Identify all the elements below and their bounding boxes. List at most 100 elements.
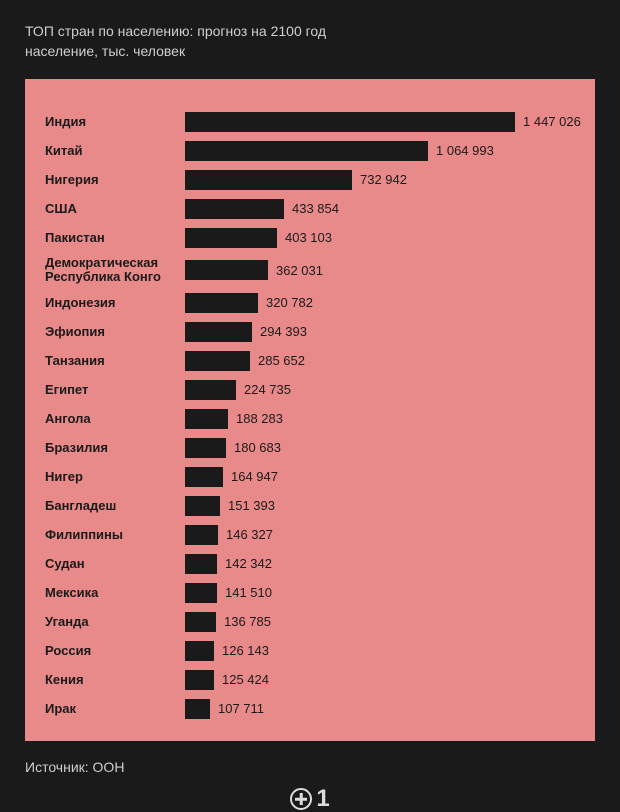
chart-row: Индия1 447 026: [45, 107, 575, 136]
bar-area: 141 510: [185, 583, 272, 603]
title-line-2: население, тыс. человек: [25, 42, 595, 62]
bar-area: 1 447 026: [185, 112, 581, 132]
value-label: 151 393: [228, 498, 275, 513]
bar: [185, 496, 220, 516]
bar: [185, 467, 223, 487]
bar-area: 224 735: [185, 380, 291, 400]
source-label: Источник: ООН: [25, 759, 595, 775]
country-label: Судан: [45, 557, 185, 571]
bar: [185, 583, 217, 603]
plus-icon: [290, 788, 312, 810]
value-label: 188 283: [236, 411, 283, 426]
value-label: 320 782: [266, 295, 313, 310]
country-label: Индия: [45, 115, 185, 129]
country-label: Индонезия: [45, 296, 185, 310]
country-label: Бангладеш: [45, 499, 185, 513]
bar-area: 285 652: [185, 351, 305, 371]
bar: [185, 525, 218, 545]
chart-row: Ангола 188 283: [45, 404, 575, 433]
logo-text: 1: [316, 787, 329, 811]
country-label: Ангола: [45, 412, 185, 426]
bar: [185, 170, 352, 190]
bar: [185, 554, 217, 574]
chart-row: Нигерия732 942: [45, 165, 575, 194]
infographic-frame: ТОП стран по населению: прогноз на 2100 …: [0, 0, 620, 789]
country-label: Эфиопия: [45, 325, 185, 339]
chart-panel: Индия1 447 026Китай1 064 993Нигерия732 9…: [25, 79, 595, 741]
country-label: Кения: [45, 673, 185, 687]
bar: [185, 641, 214, 661]
value-label: 142 342: [225, 556, 272, 571]
value-label: 433 854: [292, 201, 339, 216]
chart-row: Нигер164 947: [45, 462, 575, 491]
bar-area: 403 103: [185, 228, 332, 248]
bar: [185, 293, 258, 313]
value-label: 1 447 026: [523, 114, 581, 129]
country-label: Пакистан: [45, 231, 185, 245]
bar: [185, 438, 226, 458]
bar-area: 433 854: [185, 199, 339, 219]
bar: [185, 260, 268, 280]
country-label: Нигерия: [45, 173, 185, 187]
country-label: Демократическая Республика Конго: [45, 256, 185, 285]
chart-row: Египет224 735: [45, 375, 575, 404]
country-label: Египет: [45, 383, 185, 397]
value-label: 141 510: [225, 585, 272, 600]
country-label: Ирак: [45, 702, 185, 716]
bar-area: 180 683: [185, 438, 281, 458]
bar-area: 1 064 993: [185, 141, 494, 161]
plus-one-logo: 1: [290, 787, 329, 811]
title-block: ТОП стран по населению: прогноз на 2100 …: [25, 22, 595, 61]
chart-row: Мексика 141 510: [45, 578, 575, 607]
bar: [185, 351, 250, 371]
bar: [185, 409, 228, 429]
bar: [185, 141, 428, 161]
bar-area: 320 782: [185, 293, 313, 313]
chart-row: Бангладеш 151 393: [45, 491, 575, 520]
bar-area: 164 947: [185, 467, 278, 487]
bar: [185, 699, 210, 719]
bar-area: 107 711: [185, 699, 264, 719]
value-label: 180 683: [234, 440, 281, 455]
chart-row: Ирак 107 711: [45, 694, 575, 723]
bar-area: 146 327: [185, 525, 273, 545]
bar-area: 294 393: [185, 322, 307, 342]
logo-wrap: 1: [25, 787, 595, 811]
chart-row: Филиппины146 327: [45, 520, 575, 549]
value-label: 164 947: [231, 469, 278, 484]
chart-row: США433 854: [45, 194, 575, 223]
bar-area: 126 143: [185, 641, 269, 661]
chart-row: Россия 126 143: [45, 636, 575, 665]
chart-rows: Индия1 447 026 Китай 1 064 993 Нигерия732 9…: [45, 107, 575, 723]
bar: [185, 670, 214, 690]
country-label: Россия: [45, 644, 185, 658]
bar: [185, 228, 277, 248]
chart-row: Кения125 424: [45, 665, 575, 694]
country-label: Бразилия: [45, 441, 185, 455]
chart-row: Бразилия 180 683: [45, 433, 575, 462]
title-line-1: ТОП стран по населению: прогноз на 2100 …: [25, 22, 595, 42]
bar-area: 142 342: [185, 554, 272, 574]
value-label: 1 064 993: [436, 143, 494, 158]
country-label: Танзания: [45, 354, 185, 368]
bar-area: 151 393: [185, 496, 275, 516]
bar-area: 125 424: [185, 670, 269, 690]
value-label: 107 711: [218, 701, 264, 716]
bar-area: 136 785: [185, 612, 271, 632]
value-label: 126 143: [222, 643, 269, 658]
country-label: Мексика: [45, 586, 185, 600]
chart-row: Судан 142 342: [45, 549, 575, 578]
value-label: 362 031: [276, 263, 323, 278]
bar-area: 188 283: [185, 409, 283, 429]
value-label: 136 785: [224, 614, 271, 629]
bar: [185, 199, 284, 219]
country-label: Китай: [45, 144, 185, 158]
value-label: 403 103: [285, 230, 332, 245]
chart-row: Китай 1 064 993: [45, 136, 575, 165]
value-label: 285 652: [258, 353, 305, 368]
chart-row: Демократическая Республика Конго 362 031: [45, 252, 575, 288]
bar: [185, 612, 216, 632]
chart-row: Танзания 285 652: [45, 346, 575, 375]
bar: [185, 380, 236, 400]
chart-row: Уганда136 785: [45, 607, 575, 636]
